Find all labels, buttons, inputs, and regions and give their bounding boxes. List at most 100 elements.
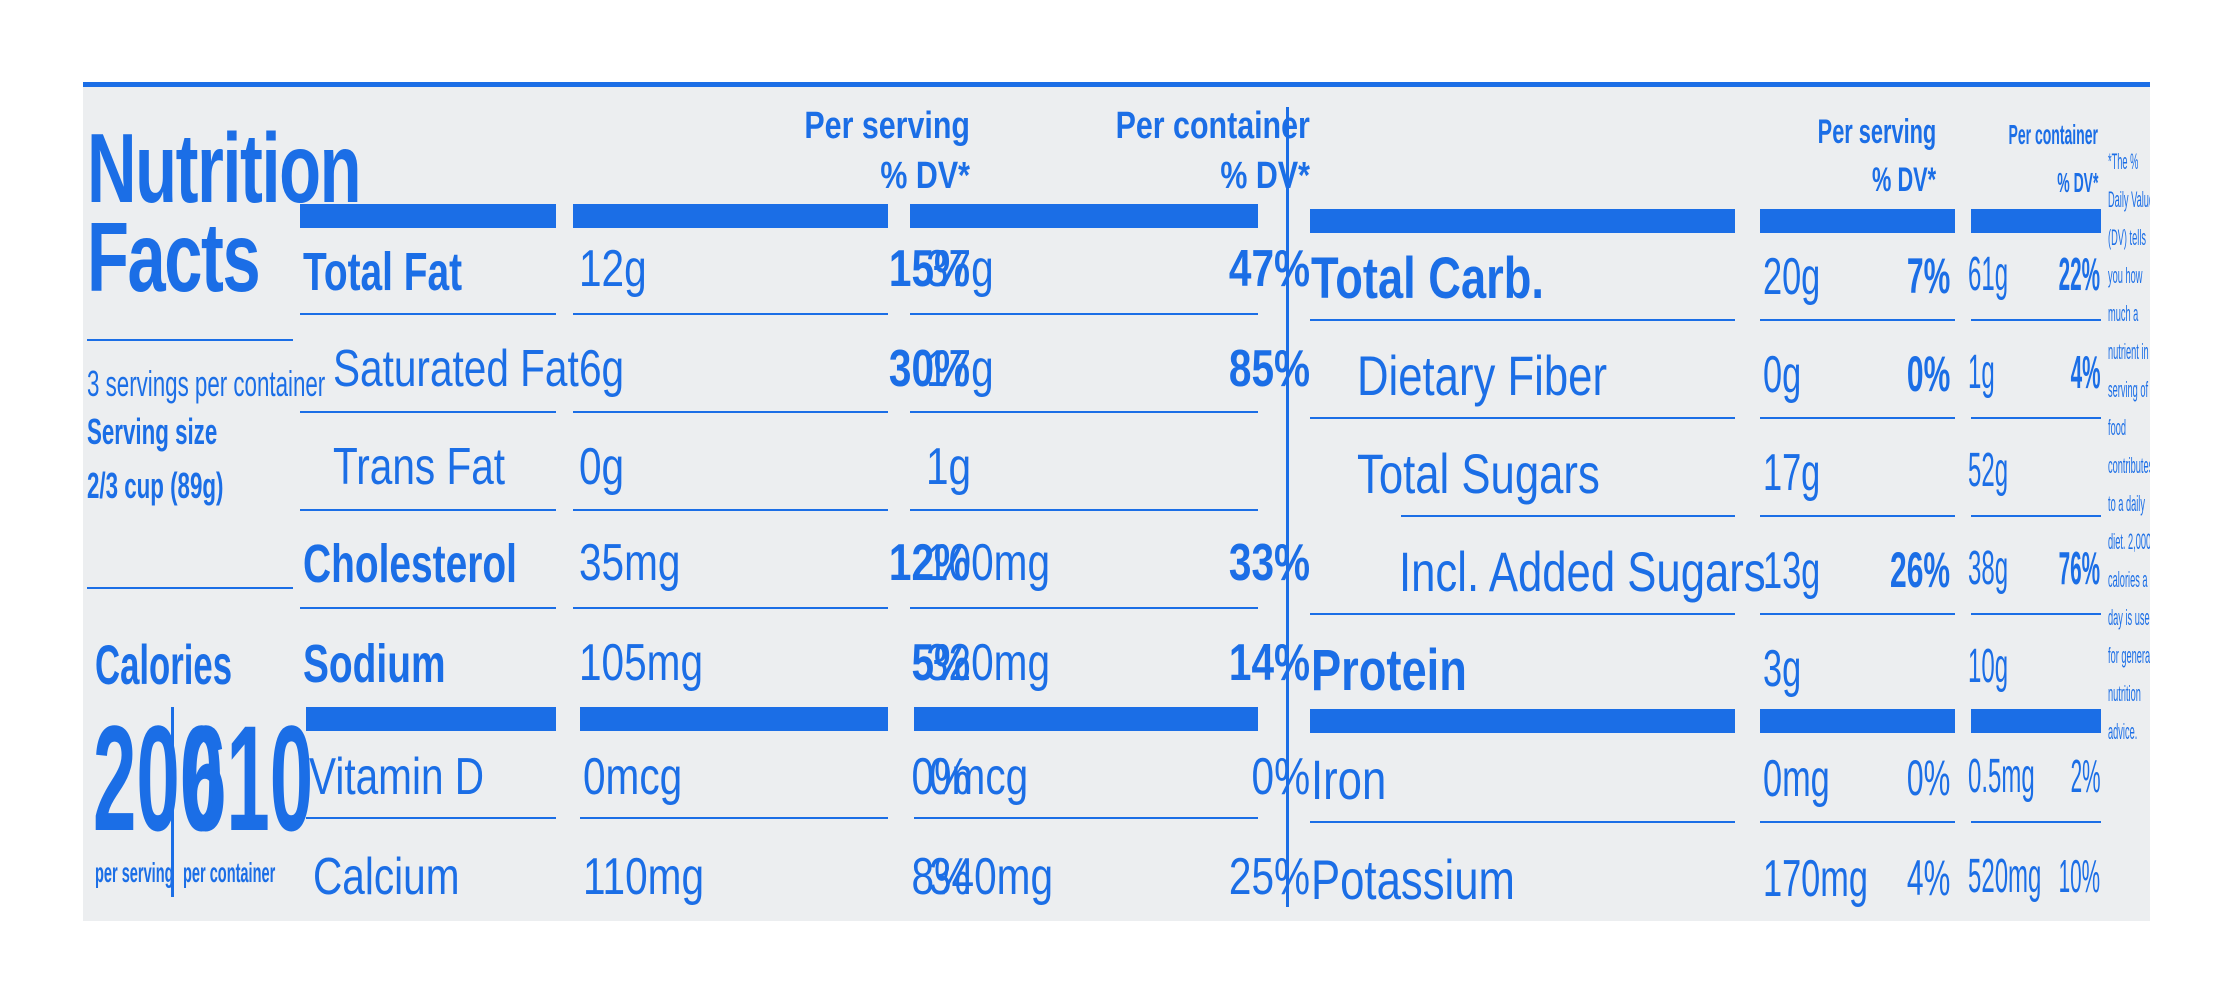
container-dv: 22% (2058, 248, 2100, 300)
serving-amount: 110mg (583, 848, 705, 906)
left-mid-bar-name (306, 707, 556, 731)
right-top-bar-name (1310, 209, 1735, 233)
serving-size-value: 2/3 cup (89g) (87, 465, 224, 506)
serving-amount: 35mg (579, 534, 681, 592)
container-amount: 0mcg (929, 748, 1029, 806)
nutrient-name: Sodium (303, 634, 446, 694)
footnote: *The % Daily Value (DV) tells you how mu… (2108, 149, 2150, 744)
nutrient-name: Total Sugars (1357, 442, 1600, 505)
right-top-bar-container (1971, 209, 2101, 233)
left-mid-bar-serving (580, 707, 888, 731)
row-rule (1971, 821, 2101, 823)
container-dv: 76% (2058, 542, 2100, 594)
row-rule (1760, 821, 1955, 823)
row-rule (1971, 515, 2101, 517)
left-top-bar-container (910, 204, 1258, 228)
left-header-dv-container: % DV* (1220, 155, 1310, 197)
container-dv: 0% (1251, 748, 1310, 806)
serving-dv: 26% (1889, 542, 1950, 598)
container-amount: 1g (1968, 346, 1995, 399)
serving-amount: 0g (579, 438, 625, 496)
servings-per-container: 3 servings per container (87, 363, 326, 404)
nutrient-name: Total Fat (303, 242, 463, 302)
container-dv: 33% (1228, 534, 1310, 592)
right-header-dv: % DV* (1871, 161, 1936, 199)
row-rule (1310, 821, 1735, 823)
container-amount: 100mg (926, 534, 1051, 592)
left-top-bar-name (300, 204, 556, 228)
right-header-per-container: Per container (2008, 119, 2098, 150)
row-rule (1310, 613, 1735, 615)
serving-dv: 7% (1906, 248, 1950, 304)
row-rule (300, 313, 556, 315)
serving-amount: 12g (579, 240, 647, 298)
calories-per-container: 610 (183, 694, 314, 862)
calories-per-serving: 200 (93, 694, 224, 862)
nutrient-name: Calcium (313, 848, 460, 906)
serving-amount: 0g (1763, 346, 1802, 404)
row-rule (1971, 319, 2101, 321)
nutrient-name: Cholesterol (303, 534, 517, 594)
row-rule (1310, 417, 1735, 419)
left-top-bar-serving (573, 204, 888, 228)
serving-amount: 170mg (1763, 850, 1868, 908)
calories-label: Calories (95, 633, 233, 696)
container-dv: 2% (2070, 750, 2100, 802)
row-rule (580, 817, 888, 819)
container-amount: 1g (926, 438, 972, 496)
row-rule (300, 509, 556, 511)
serving-amount: 105mg (579, 634, 704, 692)
container-dv: 85% (1228, 340, 1310, 398)
serving-rule (87, 587, 293, 589)
right-header-dv-container: % DV* (2056, 167, 2098, 198)
row-rule (573, 313, 888, 315)
container-dv: 47% (1228, 240, 1310, 298)
container-amount: 61g (1968, 248, 2009, 301)
serving-dv: 0% (911, 748, 970, 806)
serving-dv: 30% (888, 340, 970, 398)
left-header-per-serving: Per serving (804, 105, 970, 147)
serving-dv: 4% (1906, 850, 1950, 906)
left-header-per-container: Per container (1115, 105, 1310, 147)
nutrient-name: Dietary Fiber (1357, 344, 1608, 407)
container-amount: 52g (1968, 444, 2009, 497)
row-rule (910, 509, 1258, 511)
serving-amount: 0mg (1763, 750, 1830, 808)
row-rule (910, 607, 1258, 609)
container-amount: 37g (926, 240, 994, 298)
nutrient-name: Iron (1311, 748, 1387, 811)
serving-amount: 20g (1763, 248, 1821, 306)
container-amount: 320mg (926, 634, 1051, 692)
serving-dv: 0% (1906, 346, 1950, 402)
calories-divider (171, 707, 174, 897)
right-mid-bar-name (1310, 709, 1735, 733)
row-rule (910, 411, 1258, 413)
serving-amount: 6g (579, 340, 625, 398)
nutrient-name: Protein (1311, 638, 1467, 703)
container-dv: 10% (2058, 850, 2100, 902)
container-amount: 520mg (1968, 850, 2042, 903)
center-divider (1286, 107, 1289, 907)
row-rule (1760, 515, 1955, 517)
container-dv: 4% (2070, 346, 2100, 398)
container-amount: 17g (926, 340, 994, 398)
per-container-caption: per container (183, 857, 276, 888)
serving-dv: 8% (911, 848, 970, 906)
right-mid-bar-serving (1760, 709, 1955, 733)
nutrient-name: Saturated Fat (333, 340, 579, 398)
title-nutrition: Nutrition (87, 113, 362, 223)
serving-amount: 13g (1763, 542, 1821, 600)
nutrient-name: Trans Fat (333, 438, 506, 496)
nutrient-name: Incl. Added Sugars (1399, 540, 1766, 603)
nutrient-name: Vitamin D (309, 748, 485, 806)
container-dv: 25% (1228, 848, 1310, 906)
nutrient-name: Total Carb. (1311, 246, 1544, 311)
left-mid-bar-container (914, 707, 1258, 731)
container-dv: 14% (1228, 634, 1310, 692)
row-rule (1760, 613, 1955, 615)
serving-dv: 5% (911, 634, 970, 692)
row-rule (573, 509, 888, 511)
row-rule (914, 817, 1258, 819)
title-facts: Facts (87, 202, 261, 312)
container-amount: 38g (1968, 542, 2009, 595)
